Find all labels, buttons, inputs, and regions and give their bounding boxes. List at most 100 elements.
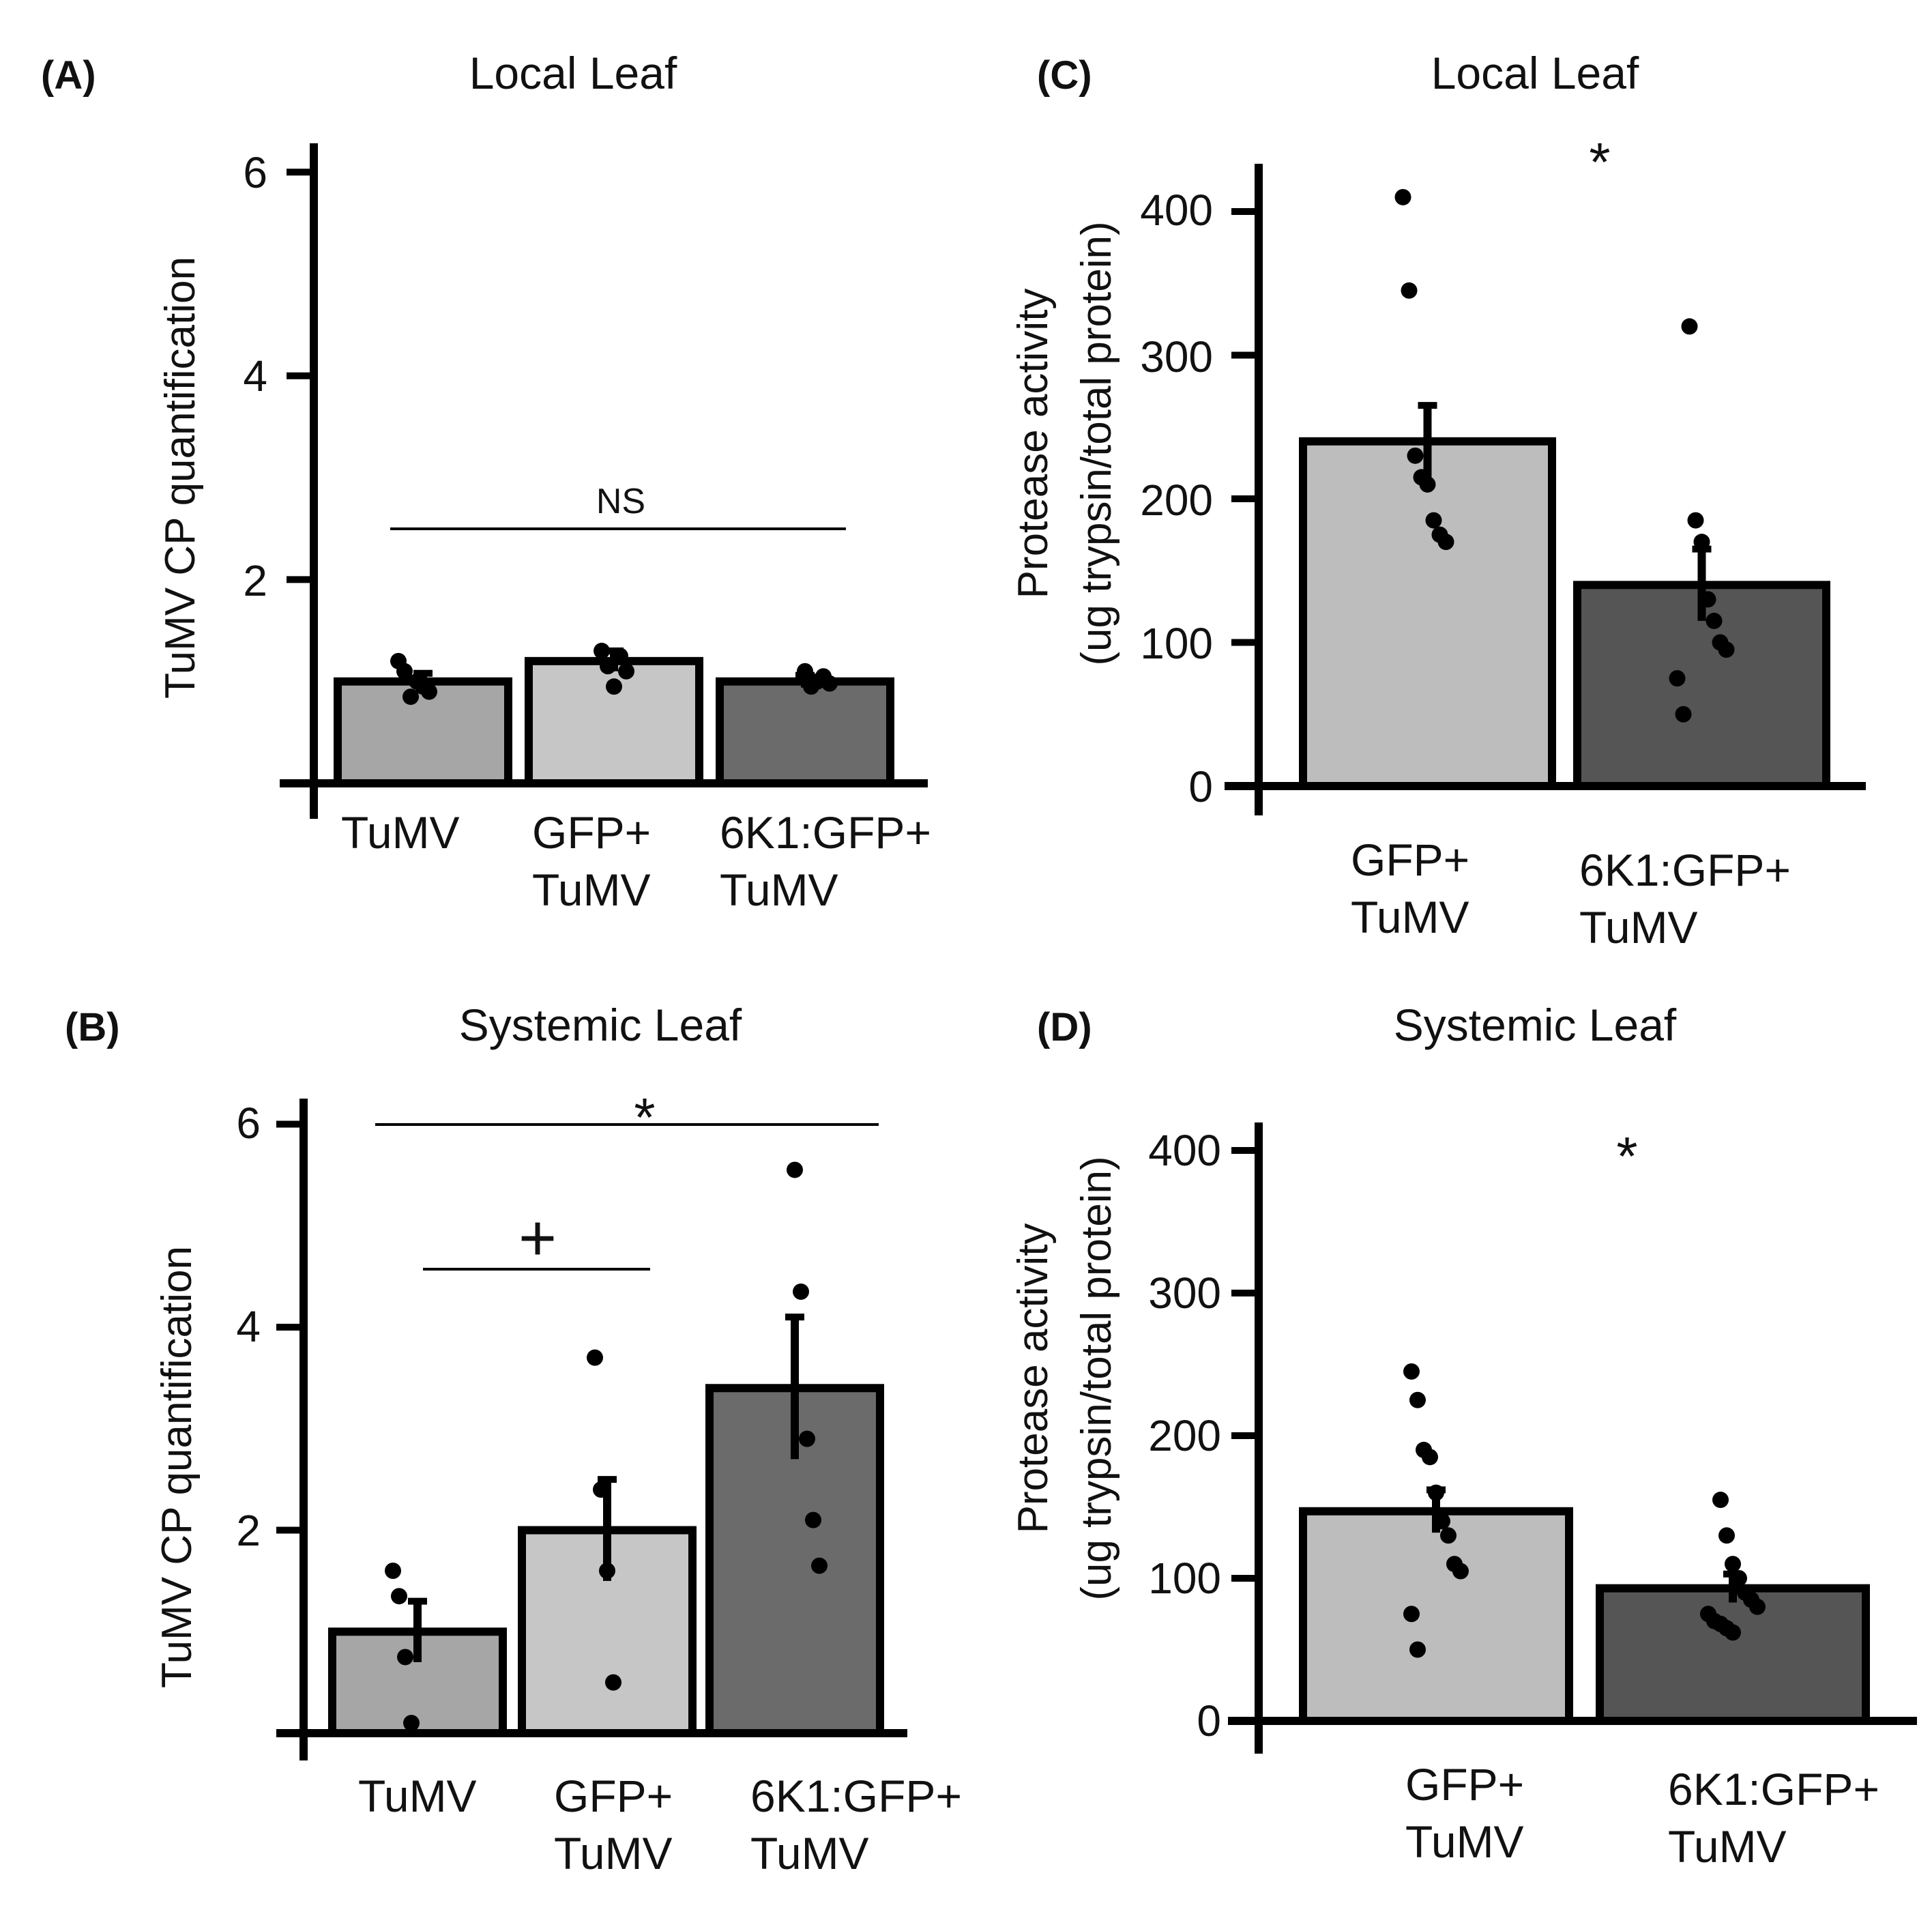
significance-label: + xyxy=(518,1202,557,1275)
y-tick-label: 6 xyxy=(243,148,267,197)
data-points xyxy=(1394,188,1735,723)
chart-title: Local Leaf xyxy=(469,48,677,98)
data-point xyxy=(1434,1513,1450,1530)
data-point xyxy=(1437,534,1454,551)
y-tick-label: 0 xyxy=(1188,762,1213,811)
y-tick-label: 200 xyxy=(1140,476,1213,525)
panel-a: (A) Local Leaf TuMV CP quantification 2 4 6 Tu… xyxy=(41,48,931,915)
data-point xyxy=(606,678,622,695)
data-point xyxy=(403,1715,420,1732)
data-point xyxy=(787,1161,803,1178)
x-category-label: 6K1:GFP+ TuMV xyxy=(1579,845,1791,953)
y-tick-label: 0 xyxy=(1197,1696,1221,1745)
data-point xyxy=(594,642,610,659)
data-point xyxy=(385,1563,401,1579)
panel-label: (D) xyxy=(1037,1005,1092,1049)
chart-title: Systemic Leaf xyxy=(459,1000,742,1050)
data-point xyxy=(1699,591,1716,608)
data-point xyxy=(612,648,628,665)
x-category-label: GFP+ TuMV xyxy=(1405,1759,1524,1867)
significance-label: * xyxy=(1616,1126,1637,1187)
bars xyxy=(1299,1507,1870,1726)
x-category-label: GFP+ TuMV xyxy=(1351,835,1469,942)
data-point xyxy=(1403,1363,1420,1380)
data-point xyxy=(1718,1527,1735,1544)
data-point xyxy=(1440,1527,1457,1544)
x-category-label: 6K1:GFP+ TuMV xyxy=(720,807,931,915)
bar xyxy=(716,677,894,788)
significance-label: * xyxy=(1589,132,1610,192)
panel-label: (B) xyxy=(65,1005,120,1049)
data-point xyxy=(600,658,616,675)
panel-label: (A) xyxy=(41,53,96,98)
data-point xyxy=(1422,1449,1438,1466)
data-point xyxy=(1401,282,1418,299)
data-point xyxy=(1407,447,1424,464)
y-axis-label: Protease activity xyxy=(1010,289,1057,599)
bar xyxy=(1596,1584,1870,1725)
y-axis-label: Protease activity xyxy=(1010,1223,1057,1534)
data-points xyxy=(390,642,838,706)
panel-d: (D) Systemic Leaf Protease activity (ug try… xyxy=(1010,1000,1917,1872)
chart-title: Systemic Leaf xyxy=(1394,1000,1677,1050)
data-point xyxy=(391,1588,407,1605)
data-point xyxy=(797,663,813,680)
data-point xyxy=(605,1674,621,1691)
y-axis-label: (ug trypsin/total protein) xyxy=(1073,221,1120,665)
data-point xyxy=(618,663,634,680)
data-point xyxy=(587,1349,603,1366)
y-tick-label: 300 xyxy=(1148,1268,1221,1318)
data-point xyxy=(793,1283,809,1300)
x-category-label: TuMV xyxy=(358,1771,477,1821)
chart-title: Local Leaf xyxy=(1431,48,1639,98)
bars xyxy=(1299,437,1830,790)
data-point xyxy=(421,683,437,700)
bar xyxy=(1299,437,1556,790)
y-tick-label: 4 xyxy=(236,1302,261,1351)
x-category-label: GFP+ TuMV xyxy=(532,807,651,915)
data-point xyxy=(1706,612,1723,629)
y-tick-label: 4 xyxy=(243,351,267,401)
x-category-label: TuMV xyxy=(341,807,460,858)
y-tick-label: 2 xyxy=(236,1506,261,1555)
data-point xyxy=(821,675,838,692)
data-point xyxy=(1425,512,1442,529)
data-point xyxy=(396,663,413,680)
data-point xyxy=(1749,1598,1766,1615)
y-axis-label: TuMV CP quantification xyxy=(157,257,204,699)
y-axis-label: TuMV CP quantification xyxy=(153,1246,201,1688)
bar xyxy=(1299,1507,1573,1726)
data-point xyxy=(811,1557,828,1574)
data-point xyxy=(1669,670,1686,687)
data-points xyxy=(385,1161,828,1732)
data-point xyxy=(599,1563,615,1579)
x-category-label: 6K1:GFP+ TuMV xyxy=(750,1771,962,1879)
y-tick-label: 100 xyxy=(1148,1554,1221,1603)
y-tick-label: 300 xyxy=(1140,332,1213,381)
x-category-label: 6K1:GFP+ TuMV xyxy=(1668,1764,1879,1872)
data-point xyxy=(1419,476,1436,493)
y-tick-label: 400 xyxy=(1148,1126,1221,1175)
data-point xyxy=(1725,1556,1741,1573)
data-point xyxy=(1409,1391,1426,1408)
significance-label: * xyxy=(634,1087,655,1148)
data-point xyxy=(799,1430,815,1447)
y-tick-label: 6 xyxy=(236,1099,261,1148)
data-point xyxy=(1681,318,1698,335)
data-point xyxy=(1731,1570,1747,1586)
significance-label: NS xyxy=(596,482,645,521)
data-point xyxy=(593,1481,609,1498)
data-point xyxy=(1712,1492,1729,1509)
data-point xyxy=(1394,188,1411,205)
data-point xyxy=(1403,1606,1420,1623)
panel-c: (C) Local Leaf Protease activity (ug trypsi… xyxy=(1010,48,1866,953)
data-point xyxy=(1725,1624,1741,1641)
data-point xyxy=(1428,1484,1444,1501)
panel-label: (C) xyxy=(1037,53,1092,98)
panel-b: (B) Systemic Leaf TuMV CP quantification 2 4… xyxy=(65,1000,962,1879)
y-tick-label: 2 xyxy=(243,556,267,605)
y-tick-label: 400 xyxy=(1140,186,1213,235)
data-point xyxy=(1675,706,1692,723)
y-tick-label: 100 xyxy=(1140,619,1213,668)
